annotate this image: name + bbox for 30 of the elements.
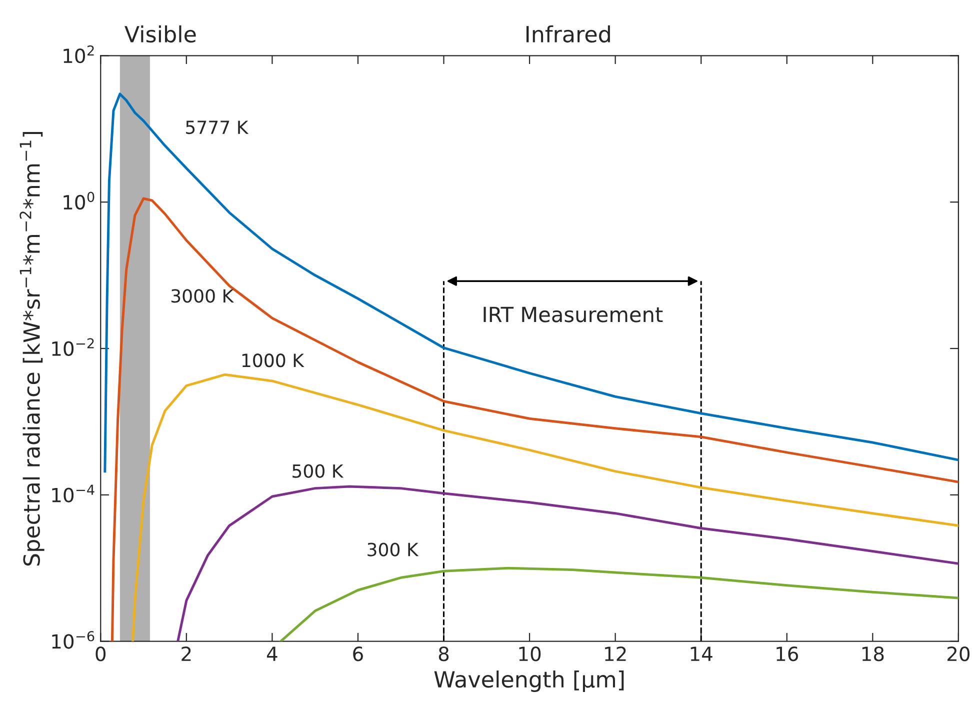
series-label: 3000 K bbox=[171, 289, 234, 303]
x-tick-label: 4 bbox=[266, 646, 278, 661]
y-tick-label: 10$^{−2}$ bbox=[52, 338, 94, 356]
x-tick-label: 2 bbox=[182, 646, 191, 661]
text: Visible bbox=[124, 25, 196, 43]
series-label: 5777 K bbox=[186, 120, 249, 134]
x-tick-label: 10 bbox=[519, 646, 541, 662]
line-series bbox=[110, 197, 958, 642]
line-series bbox=[176, 485, 958, 642]
annotation: IRT Measurement bbox=[484, 306, 663, 322]
x-tick-label: 18 bbox=[862, 646, 884, 662]
x-tick-label: 14 bbox=[690, 646, 712, 661]
x-tick-label: 16 bbox=[776, 646, 798, 662]
series-label: 300 K bbox=[368, 542, 419, 556]
y-axis-title: Spectral radiance [kW*sr$^{−1}$*m$^{−2}$*nm$^{−1}$] bbox=[20, 132, 44, 566]
line-series bbox=[280, 566, 958, 642]
y-tick-label: 10$^{0}$ bbox=[64, 192, 94, 210]
x-tick-label: 12 bbox=[605, 646, 626, 661]
x-tick-label: 20 bbox=[947, 646, 970, 662]
series-label: 1000 K bbox=[242, 354, 304, 368]
x-tick-label: 6 bbox=[353, 646, 363, 662]
y-tick-label: 10$^{2}$ bbox=[64, 45, 94, 64]
y-tick-label: 10$^{−6}$ bbox=[52, 630, 94, 649]
line-series bbox=[132, 373, 958, 642]
y-tick-label: 10$^{−4}$ bbox=[52, 484, 94, 502]
x-tick-label: 0 bbox=[96, 646, 106, 662]
x-axis-title: Wavelength [μm] bbox=[434, 670, 624, 692]
x-tick-label: 8 bbox=[438, 646, 449, 662]
text: Infrared bbox=[526, 25, 610, 43]
series-label: 500 K bbox=[292, 464, 344, 478]
